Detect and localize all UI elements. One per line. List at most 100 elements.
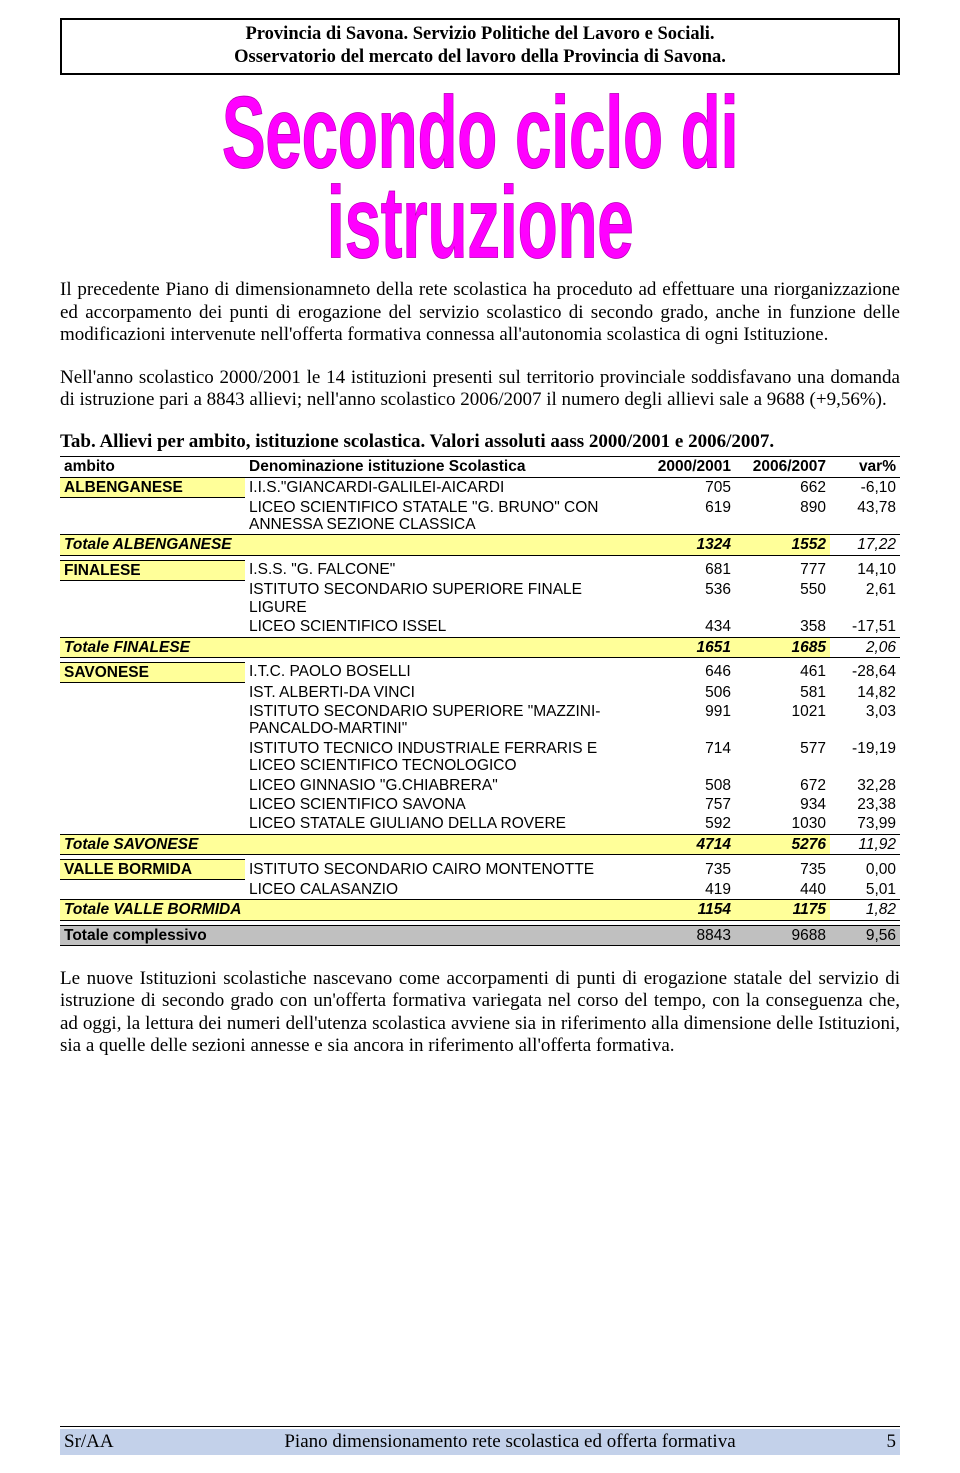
table-cell: Totale complessivo [60,925,640,945]
table-cell: 2,06 [830,637,900,657]
table-row: ALBENGANESEI.I.S."GIANCARDI-GALILEI-AICA… [60,477,900,497]
table-cell: VALLE BORMIDA [60,860,245,880]
table-cell: -6,10 [830,477,900,497]
table-cell: 419 [640,880,735,900]
paragraph-2: Nell'anno scolastico 2000/2001 le 14 ist… [60,367,900,412]
table-cell: 1175 [735,900,830,920]
table-cell: Totale VALLE BORMIDA [60,900,640,920]
table-cell: I.T.C. PAOLO BOSELLI [245,662,640,682]
table-total-row: Totale FINALESE165116852,06 [60,637,900,657]
paragraph-1: Il precedente Piano di dimensionamneto d… [60,279,900,346]
table-cell: 777 [735,560,830,580]
table-row: VALLE BORMIDAISTITUTO SECONDARIO CAIRO M… [60,860,900,880]
header-line-2: Osservatorio del mercato del lavoro dell… [70,46,890,69]
table-cell: 0,00 [830,860,900,880]
table-cell: ALBENGANESE [60,477,245,497]
table-cell: 73,99 [830,814,900,834]
table-cell: -17,51 [830,617,900,637]
table-row: LICEO STATALE GIULIANO DELLA ROVERE59210… [60,814,900,834]
table-cell [60,795,245,814]
table-cell: 1685 [735,637,830,657]
table-cell: 536 [640,580,735,617]
paragraph-3: Le nuove Istituzioni scolastiche nasceva… [60,968,900,1058]
col-y2: 2006/2007 [735,457,830,477]
table-cell [60,776,245,795]
table-row: LICEO SCIENTIFICO ISSEL434358-17,51 [60,617,900,637]
footer-left: Sr/AA [64,1431,174,1453]
table-row: IST. ALBERTI-DA VINCI50658114,82 [60,683,900,702]
table-cell [60,617,245,637]
table-cell [60,880,245,900]
table-row: LICEO SCIENTIFICO STATALE "G. BRUNO" CON… [60,498,900,535]
table-cell: 1021 [735,702,830,739]
header-line-1: Provincia di Savona. Servizio Politiche … [70,23,890,46]
table-header-row: ambito Denominazione istituzione Scolast… [60,457,900,477]
table-row: LICEO CALASANZIO4194405,01 [60,880,900,900]
table-cell: FINALESE [60,560,245,580]
wordart-title: Secondo ciclo di istruzione [60,87,900,267]
table-row: ISTITUTO SECONDARIO SUPERIORE "MAZZINI-P… [60,702,900,739]
table-total-row: Totale VALLE BORMIDA115411751,82 [60,900,900,920]
table-cell: LICEO CALASANZIO [245,880,640,900]
table-cell: ISTITUTO SECONDARIO SUPERIORE FINALE LIG… [245,580,640,617]
table-total-row: Totale ALBENGANESE1324155217,22 [60,535,900,555]
table-cell: 9,56 [830,925,900,945]
table-cell: 461 [735,662,830,682]
footer-bar: Sr/AA Piano dimensionamento rete scolast… [60,1426,900,1455]
table-cell: Totale SAVONESE [60,834,640,854]
table-cell: 508 [640,776,735,795]
table-cell: 757 [640,795,735,814]
table-cell: 17,22 [830,535,900,555]
col-ambito: ambito [60,457,245,477]
table-cell: LICEO GINNASIO "G.CHIABRERA" [245,776,640,795]
table-row: FINALESEI.S.S. "G. FALCONE"68177714,10 [60,560,900,580]
table-cell: 5276 [735,834,830,854]
table-cell [60,498,245,535]
table-cell: 705 [640,477,735,497]
table-cell: 8843 [640,925,735,945]
table-cell: 14,82 [830,683,900,702]
table-body: ALBENGANESEI.I.S."GIANCARDI-GALILEI-AICA… [60,477,900,945]
table-cell: 440 [735,880,830,900]
table-cell: 11,92 [830,834,900,854]
table-row: SAVONESEI.T.C. PAOLO BOSELLI646461-28,64 [60,662,900,682]
data-table: ambito Denominazione istituzione Scolast… [60,456,900,946]
footer-inner: Sr/AA Piano dimensionamento rete scolast… [60,1429,900,1455]
table-cell: 2,61 [830,580,900,617]
table-total-row: Totale SAVONESE4714527611,92 [60,834,900,854]
table-cell: 358 [735,617,830,637]
table-cell: ISTITUTO SECONDARIO CAIRO MONTENOTTE [245,860,640,880]
footer-center: Piano dimensionamento rete scolastica ed… [174,1431,846,1453]
table-cell: 14,10 [830,560,900,580]
table-cell: 32,28 [830,776,900,795]
table-cell: 550 [735,580,830,617]
table-cell [60,580,245,617]
table-cell: Totale ALBENGANESE [60,535,640,555]
table-cell: 592 [640,814,735,834]
table-cell: 43,78 [830,498,900,535]
table-grand-total: Totale complessivo884396889,56 [60,925,900,945]
table-cell: 3,03 [830,702,900,739]
table-cell: 577 [735,739,830,776]
table-cell: 646 [640,662,735,682]
table-cell: 714 [640,739,735,776]
table-caption: Tab. Allievi per ambito, istituzione sco… [60,431,900,453]
table-cell: 9688 [735,925,830,945]
table-cell: 4714 [640,834,735,854]
table-cell: 23,38 [830,795,900,814]
table-cell: 1,82 [830,900,900,920]
table-cell: 662 [735,477,830,497]
table-cell: 1324 [640,535,735,555]
table-cell: 434 [640,617,735,637]
page: Provincia di Savona. Servizio Politiche … [0,0,960,1473]
table-cell: 581 [735,683,830,702]
col-denom: Denominazione istituzione Scolastica [245,457,640,477]
table-row: ISTITUTO TECNICO INDUSTRIALE FERRARIS E … [60,739,900,776]
table-cell [60,739,245,776]
table-cell: ISTITUTO SECONDARIO SUPERIORE "MAZZINI-P… [245,702,640,739]
table-cell: 672 [735,776,830,795]
table-cell: 1651 [640,637,735,657]
table-cell [60,683,245,702]
table-cell: I.I.S."GIANCARDI-GALILEI-AICARDI [245,477,640,497]
table-cell: -19,19 [830,739,900,776]
